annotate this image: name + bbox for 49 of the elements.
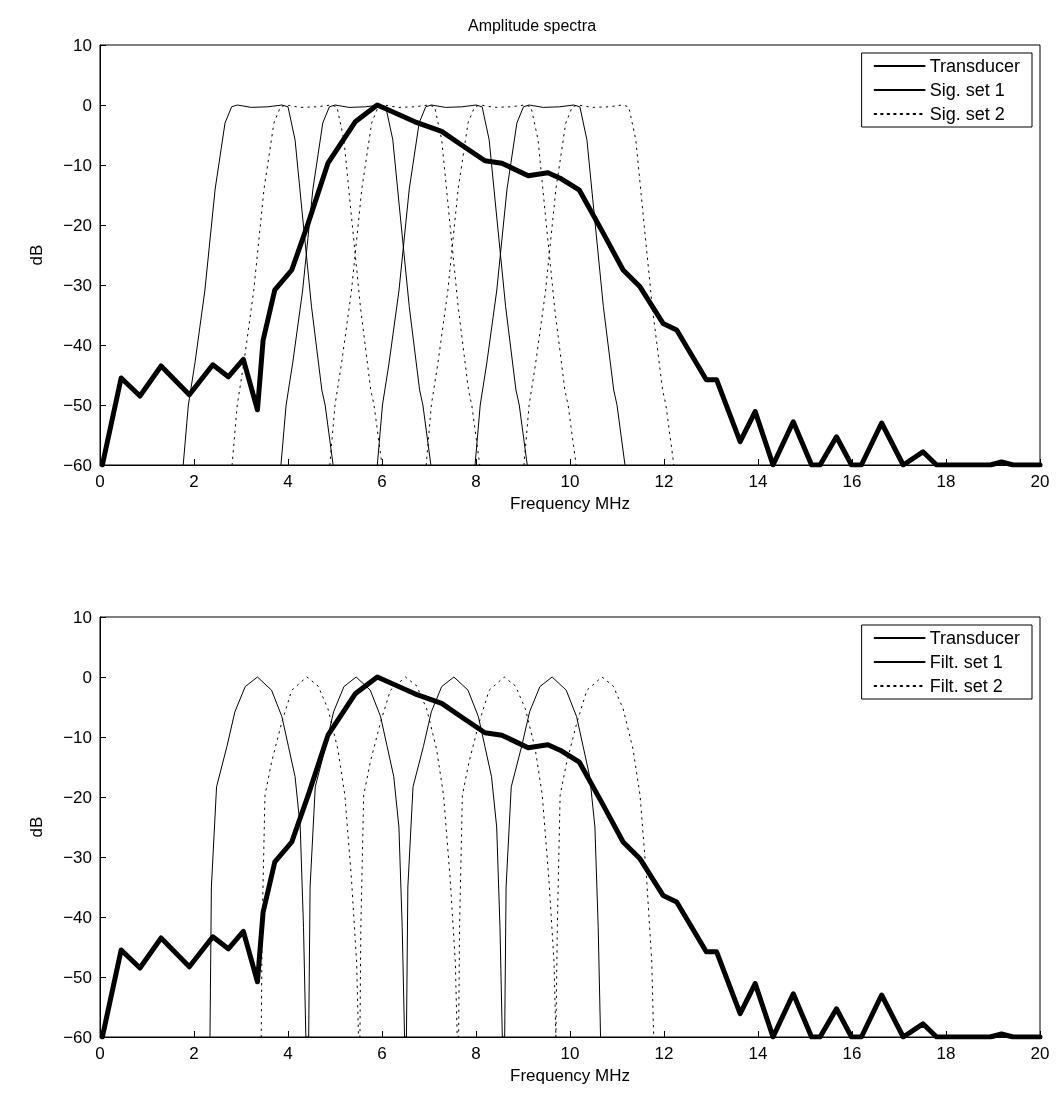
y-tick-label: 10 bbox=[73, 35, 92, 55]
y-tick-label: −50 bbox=[63, 967, 92, 987]
x-tick-label: 2 bbox=[189, 1044, 199, 1063]
x-tick-label: 18 bbox=[936, 1044, 956, 1063]
x-tick-label: 14 bbox=[748, 1044, 768, 1063]
y-axis-title: dB bbox=[27, 816, 46, 838]
x-tick-label: 16 bbox=[842, 472, 862, 491]
y-tick-label: −10 bbox=[63, 727, 92, 747]
legend-label: Filt. set 2 bbox=[929, 676, 1003, 696]
x-tick-label: 20 bbox=[1030, 472, 1050, 491]
y-tick-label: −20 bbox=[63, 215, 92, 235]
y-tick-label: −10 bbox=[63, 155, 92, 175]
x-axis-title: Frequency MHz bbox=[510, 1066, 630, 1085]
x-tick-label: 8 bbox=[471, 1044, 481, 1063]
x-tick-label: 16 bbox=[842, 1044, 862, 1063]
x-tick-label: 12 bbox=[654, 472, 674, 491]
x-tick-label: 10 bbox=[560, 472, 580, 491]
x-tick-label: 4 bbox=[283, 1044, 293, 1063]
y-tick-label: −40 bbox=[63, 907, 92, 927]
x-tick-label: 8 bbox=[471, 472, 481, 491]
x-tick-label: 14 bbox=[748, 472, 768, 491]
legend-label: Sig. set 1 bbox=[929, 80, 1005, 100]
y-tick-label: 0 bbox=[82, 667, 92, 687]
y-tick-label: −40 bbox=[63, 335, 92, 355]
y-tick-label: −30 bbox=[63, 847, 92, 867]
y-axis-title: dB bbox=[27, 244, 46, 266]
y-tick-label: −60 bbox=[63, 1027, 92, 1047]
chart-title: Amplitude spectra bbox=[467, 16, 597, 34]
y-tick-label: −50 bbox=[63, 395, 92, 415]
x-tick-label: 20 bbox=[1030, 1044, 1050, 1063]
y-tick-label: −30 bbox=[63, 275, 92, 295]
legend-label: Sig. set 2 bbox=[929, 104, 1005, 124]
x-tick-label: 6 bbox=[377, 1044, 387, 1063]
y-tick-label: −20 bbox=[63, 787, 92, 807]
x-tick-label: 4 bbox=[283, 472, 293, 491]
legend-label: Transducer bbox=[929, 56, 1021, 76]
x-tick-label: 18 bbox=[936, 472, 956, 491]
x-tick-label: 0 bbox=[95, 1044, 105, 1063]
y-tick-label: 0 bbox=[82, 95, 92, 115]
x-tick-label: 12 bbox=[654, 1044, 674, 1063]
x-tick-label: 2 bbox=[189, 472, 199, 491]
y-tick-label: −60 bbox=[63, 455, 92, 475]
x-tick-label: 10 bbox=[560, 1044, 580, 1063]
y-tick-label: 10 bbox=[73, 607, 92, 627]
legend-label: Transducer bbox=[929, 628, 1021, 648]
x-tick-label: 0 bbox=[95, 472, 105, 491]
x-tick-label: 6 bbox=[377, 472, 387, 491]
legend-label: Filt. set 1 bbox=[929, 652, 1003, 672]
x-axis-title: Frequency MHz bbox=[510, 494, 630, 513]
